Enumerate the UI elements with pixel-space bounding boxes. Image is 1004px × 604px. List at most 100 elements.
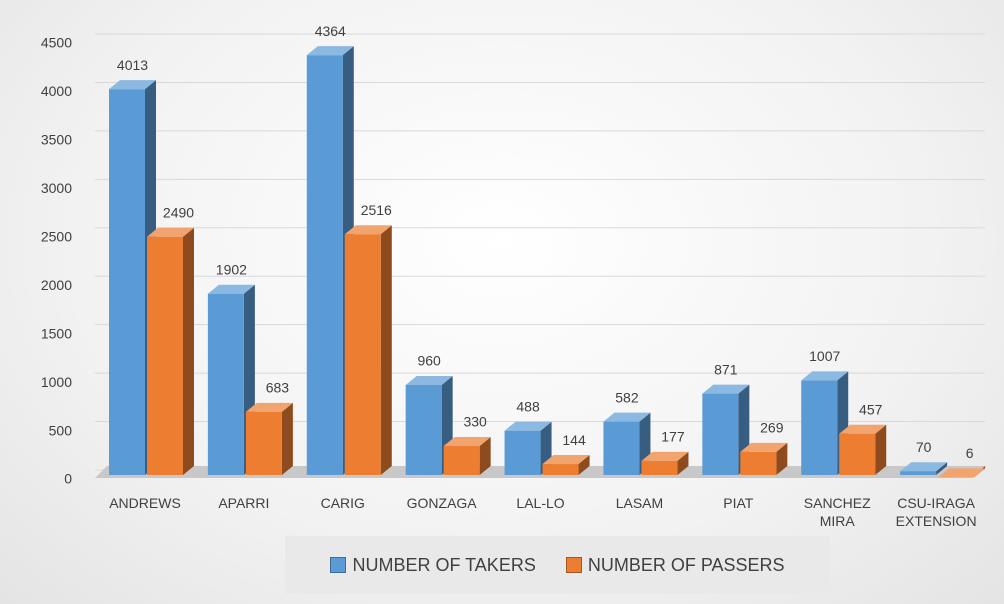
data-label: 269: [760, 420, 784, 436]
bar-front: [405, 384, 442, 475]
y-tick-label: 1000: [41, 374, 72, 390]
bar-top: [702, 384, 750, 394]
y-tick-label: 4000: [41, 83, 72, 99]
data-label: 4364: [315, 23, 346, 39]
bar-top: [900, 462, 948, 472]
legend-label: NUMBER OF PASSERS: [587, 554, 785, 575]
bar: [443, 437, 491, 475]
bar: [344, 225, 392, 475]
data-label: 2490: [163, 204, 194, 220]
data-label: 1902: [216, 261, 247, 277]
bar-front: [245, 411, 282, 475]
bar: [245, 402, 293, 475]
bar: [740, 442, 788, 475]
bar-top: [938, 468, 986, 478]
y-tick-label: 1500: [41, 325, 72, 341]
bar-front: [603, 421, 640, 475]
bar-front: [207, 293, 244, 475]
x-tick-label: LASAM: [615, 495, 664, 511]
bar-top: [740, 442, 788, 452]
bar-side: [677, 451, 689, 475]
x-tick-label: CARIG: [320, 495, 365, 511]
x-tick-label: PIAT: [723, 495, 754, 511]
bar-top: [603, 412, 651, 422]
x-tick-label: SANCHEZ MIRA: [803, 495, 871, 529]
data-label: 4013: [117, 57, 148, 73]
y-tick-label: 3000: [41, 180, 72, 196]
bar-front: [801, 380, 838, 475]
legend-item: NUMBER OF PASSERS: [565, 554, 785, 576]
bar-top: [344, 225, 392, 235]
data-label: 70: [916, 439, 932, 455]
x-tick-label: LAL-LO: [516, 495, 565, 511]
bar-top: [147, 227, 194, 237]
bar: [147, 227, 194, 475]
y-tick-label: 4500: [41, 35, 72, 51]
data-label: 960: [417, 353, 441, 369]
bar: [542, 455, 590, 475]
bar-side: [281, 402, 293, 475]
bar-top: [109, 80, 156, 90]
legend-label: NUMBER OF TAKERS: [352, 554, 536, 575]
y-tick-label: 2500: [41, 228, 72, 244]
data-label: 1007: [809, 348, 840, 364]
bar: [504, 421, 552, 475]
data-label: 457: [859, 401, 883, 417]
legend-swatch: [330, 557, 347, 573]
bar: [641, 451, 689, 475]
bar-front: [504, 430, 541, 475]
x-tick-label: ANDREWS: [109, 495, 181, 511]
bar-front: [306, 55, 343, 476]
bar-top: [839, 424, 887, 434]
bar-top: [443, 437, 491, 447]
bar: [405, 375, 453, 475]
bar-top: [504, 421, 552, 431]
bar-front: [839, 433, 876, 475]
bar-top: [306, 46, 354, 56]
bar-front: [344, 234, 381, 475]
bar-side: [875, 424, 887, 475]
legend: NUMBER OF TAKERS NUMBER OF PASSERS: [285, 536, 830, 594]
data-label: 2516: [361, 202, 392, 218]
bar-front: [900, 471, 937, 475]
x-tick-label: GONZAGA: [406, 495, 477, 511]
x-tick-label: APARRI: [218, 495, 270, 511]
data-label: 330: [463, 414, 487, 430]
y-tick-label: 3500: [41, 132, 72, 148]
data-label: 488: [516, 398, 540, 414]
legend-swatch: [565, 557, 582, 573]
data-label: 144: [562, 432, 586, 448]
bar-side: [380, 225, 392, 475]
bar-side: [776, 442, 788, 475]
bar-front: [443, 446, 480, 475]
y-tick-label: 500: [49, 422, 73, 438]
y-tick-label: 2000: [41, 277, 72, 293]
x-tick-label: CSU-IRAGA EXTENSION: [895, 495, 977, 529]
bar-front: [702, 393, 739, 475]
data-label: 871: [714, 361, 738, 377]
bar-side: [479, 437, 491, 475]
bar: [603, 412, 651, 475]
legend-item: NUMBER OF TAKERS: [330, 554, 536, 576]
bar-front: [740, 451, 777, 475]
bar-side: [936, 462, 948, 475]
bar-top: [641, 451, 689, 461]
data-label: 177: [661, 429, 685, 445]
bar-top: [245, 402, 293, 412]
bar-front: [641, 460, 678, 475]
bar: [938, 466, 986, 478]
bar-top: [405, 375, 453, 385]
bar-front: [109, 89, 145, 476]
bar-top: [207, 284, 255, 294]
data-label: 582: [615, 389, 639, 405]
bar-side: [183, 227, 194, 475]
bar: [839, 424, 887, 475]
bar-front: [147, 236, 183, 475]
bar-side: [578, 455, 590, 475]
y-tick-label: 0: [64, 471, 72, 487]
bar-top: [542, 455, 590, 465]
data-label: 6: [966, 445, 974, 461]
bar-front: [542, 464, 579, 475]
